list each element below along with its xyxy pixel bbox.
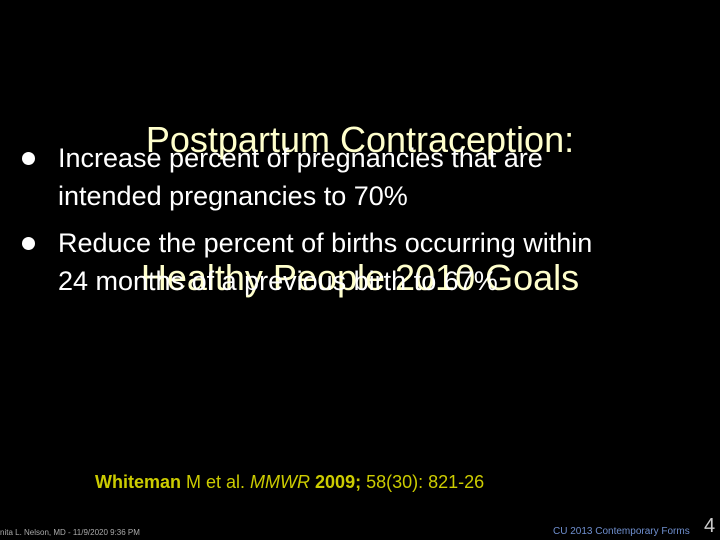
bullet-dot — [22, 237, 35, 250]
citation-author: Whiteman — [95, 472, 182, 492]
citation-pages: 58(30): 821-26 — [361, 472, 485, 492]
citation-journal: MMWR — [250, 472, 311, 492]
title-line: Healthy People 2010 Goals — [140, 257, 580, 298]
citation-year: 2009; — [310, 472, 362, 492]
bullet-text: Increase percent of pregnancies that are — [58, 143, 543, 173]
bullet-dot — [22, 152, 35, 165]
citation: Whiteman M et al. MMWR 2009; 58(30): 821… — [95, 472, 484, 493]
footer-right: CU 2013 Contemporary Forms — [553, 526, 690, 537]
bullet-text: 24 months of a previous birth to 67% — [58, 266, 498, 296]
slide-title: Postpartum Contraception: Healthy People… — [0, 25, 720, 393]
bullet-text: Reduce the percent of births occurring w… — [58, 228, 593, 258]
bullet-text: intended pregnancies to 70% — [58, 181, 408, 211]
footer-left: nita L. Nelson, MD - 11/9/2020 9:36 PM — [0, 528, 140, 537]
page-number: 4 — [704, 515, 716, 537]
citation-text: M et al. — [181, 472, 251, 492]
title-line: Postpartum Contraception: — [145, 119, 575, 160]
